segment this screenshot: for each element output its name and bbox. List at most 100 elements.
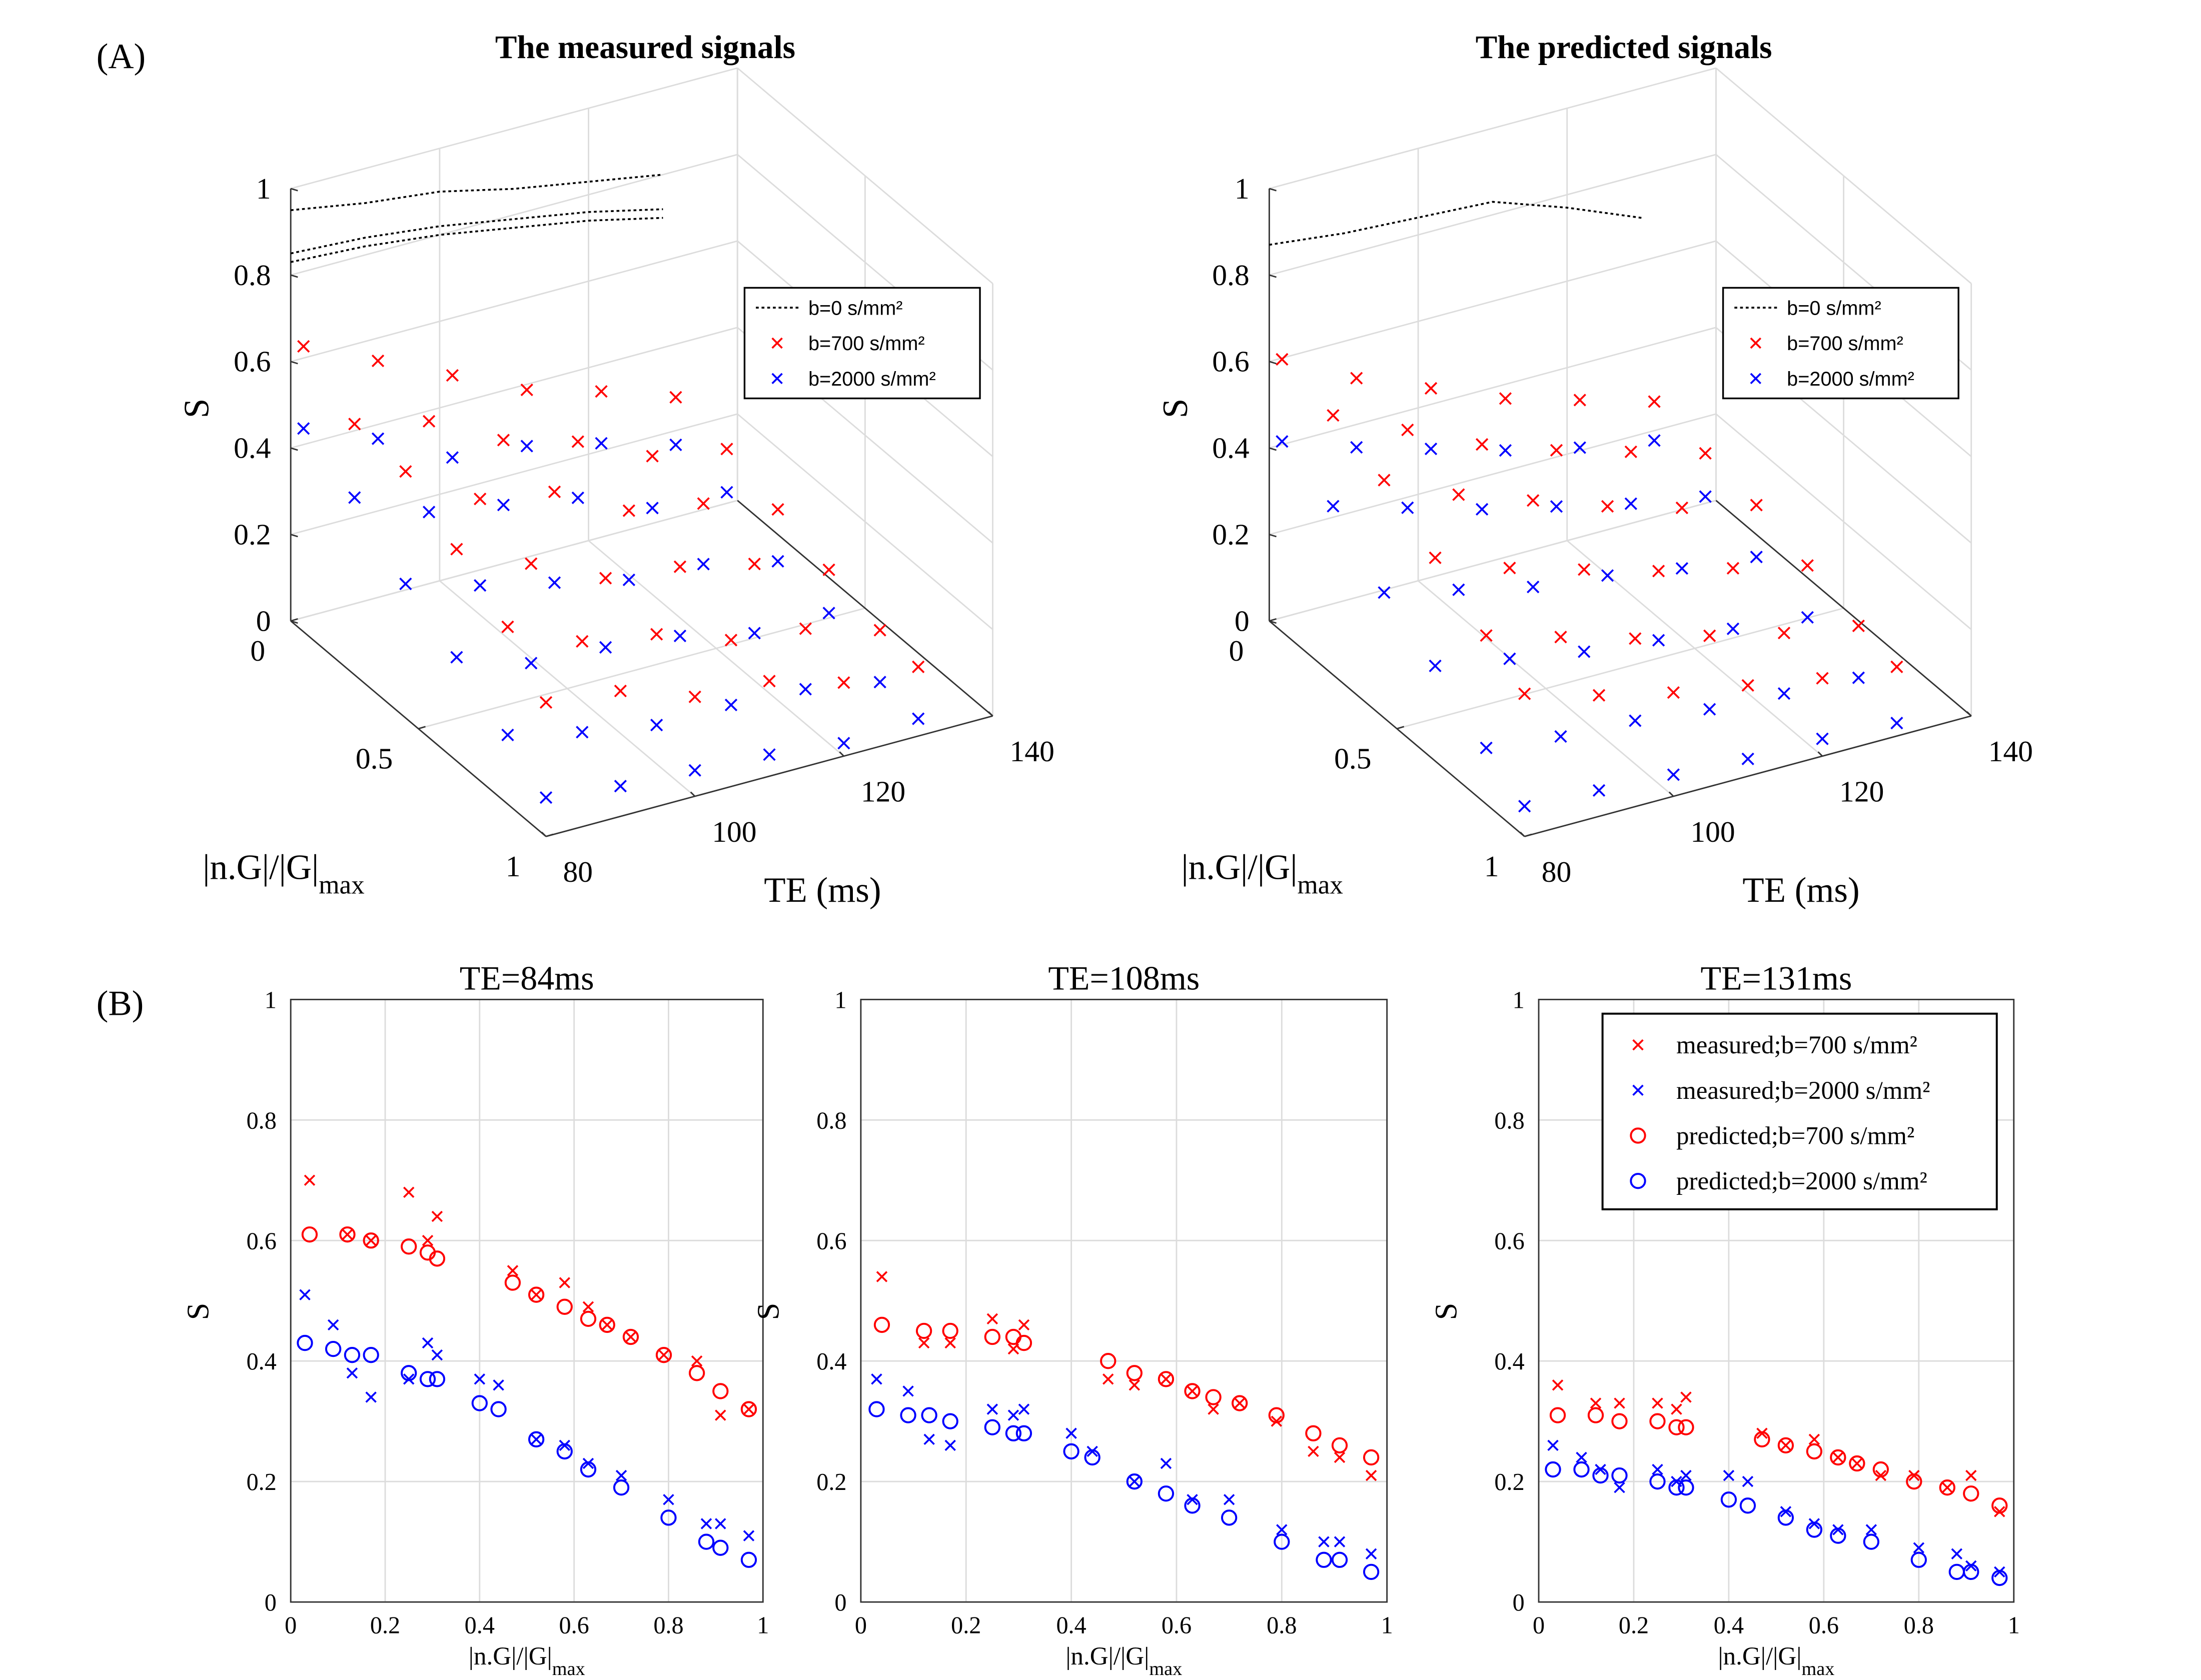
x-marker (399, 577, 412, 591)
grid-line (1397, 607, 1844, 730)
x-marker (1703, 629, 1716, 642)
x-marker (1573, 394, 1586, 407)
tick-mark (839, 751, 844, 757)
x-marker (799, 622, 812, 635)
x-marker (431, 1210, 443, 1222)
x-marker (1865, 1524, 1877, 1535)
chart-title: The predicted signals (1476, 30, 1772, 66)
x-marker (837, 676, 850, 689)
circle-marker (1268, 1407, 1285, 1423)
x-marker (539, 791, 553, 804)
x-tick-label: 0.8 (1267, 1612, 1297, 1638)
circle-marker (1363, 1449, 1380, 1466)
x-marker (520, 440, 533, 453)
x-marker (1334, 1451, 1346, 1463)
circle-marker (660, 1509, 677, 1526)
circle-marker (1592, 1467, 1609, 1484)
y-tick-label: 0 (1229, 634, 1244, 667)
circle-marker (599, 1316, 615, 1333)
x-marker (715, 1518, 726, 1529)
x-marker (1852, 619, 1865, 633)
x-tick-label: 0.2 (1619, 1612, 1649, 1638)
grid-line (290, 240, 738, 363)
tick-mark (418, 726, 426, 730)
circle-marker (712, 1539, 729, 1556)
circle-marker (622, 1328, 639, 1345)
x-marker (1680, 1469, 1692, 1481)
y-tick-label: 1 (1484, 850, 1499, 883)
x-axis-label: TE (ms) (764, 871, 881, 910)
x-marker (530, 1289, 542, 1300)
x-axis-label: |n.G|/|G|max (1718, 1642, 1834, 1679)
circle-marker (613, 1479, 630, 1496)
circle-marker (490, 1401, 507, 1417)
axis-line (1524, 715, 1972, 837)
z-tick-label: 0.4 (234, 432, 271, 465)
legend-label: b=2000 s/mm² (808, 368, 936, 390)
x-marker (1065, 1427, 1077, 1439)
x-marker (530, 1433, 542, 1445)
tick-mark (1966, 711, 1972, 717)
x-marker (743, 1403, 755, 1415)
y-axis-label-sub: max (1297, 870, 1343, 899)
x-marker (697, 558, 710, 571)
x-marker (1503, 561, 1516, 575)
x-marker (1550, 500, 1563, 513)
tick-mark (541, 831, 547, 837)
chart-title: The measured signals (495, 30, 795, 66)
circle-marker (1063, 1443, 1079, 1460)
grid-line (418, 607, 865, 730)
x-marker (1750, 499, 1763, 512)
y-tick-label: 0.6 (1494, 1228, 1524, 1254)
grid-line (1269, 240, 1716, 363)
legend-label: measured;b=2000 s/mm² (1676, 1077, 1930, 1105)
legend-label: b=0 s/mm² (1787, 297, 1881, 319)
z-tick-label: 0.8 (234, 259, 271, 292)
x-marker (822, 563, 835, 576)
x-marker (1648, 434, 1661, 447)
circle-marker (429, 1250, 446, 1267)
x-marker (1187, 1494, 1198, 1505)
x-marker (1327, 409, 1340, 422)
x-marker (1365, 1469, 1377, 1481)
circle-marker (1806, 1521, 1823, 1538)
x-marker (1913, 1542, 1925, 1553)
x-marker (1908, 1469, 1920, 1481)
x-marker (297, 422, 310, 435)
circle-marker (1720, 1491, 1737, 1508)
circle-marker (1221, 1509, 1238, 1526)
x-tick-label: 0.8 (653, 1612, 683, 1638)
circle-marker (712, 1383, 729, 1399)
x-marker (582, 1301, 594, 1313)
plot-frame (1538, 998, 2015, 1603)
x-marker (1327, 500, 1340, 513)
x-marker (1741, 679, 1754, 692)
x-marker (422, 1337, 434, 1349)
x-tick-label: 1 (1381, 1612, 1393, 1638)
circle-marker (401, 1238, 417, 1255)
x-marker (1234, 1397, 1246, 1409)
z-tick-label: 0 (256, 604, 271, 637)
legend-label: b=0 s/mm² (808, 297, 902, 319)
axis-line (546, 715, 993, 837)
x-marker (431, 1349, 443, 1361)
circle-marker (1872, 1461, 1889, 1478)
y-tick-label: 0 (265, 1589, 277, 1616)
tick-mark (290, 188, 298, 192)
x-marker (571, 435, 584, 448)
z-tick-label: 1 (256, 172, 271, 205)
x-marker (450, 651, 463, 664)
x-marker (1801, 611, 1814, 624)
x-marker (1578, 563, 1591, 576)
x-marker (346, 1367, 358, 1379)
circle-marker (1910, 1551, 1927, 1568)
x-marker (1208, 1403, 1219, 1415)
x-marker (474, 1373, 486, 1385)
x-marker (771, 503, 784, 516)
x-marker (871, 1373, 882, 1385)
circle-marker (698, 1533, 715, 1550)
x-marker (1808, 1433, 1820, 1445)
grid-line (1269, 327, 1716, 449)
y-tick-label: 0.6 (247, 1228, 277, 1254)
circle-marker (868, 1401, 885, 1417)
